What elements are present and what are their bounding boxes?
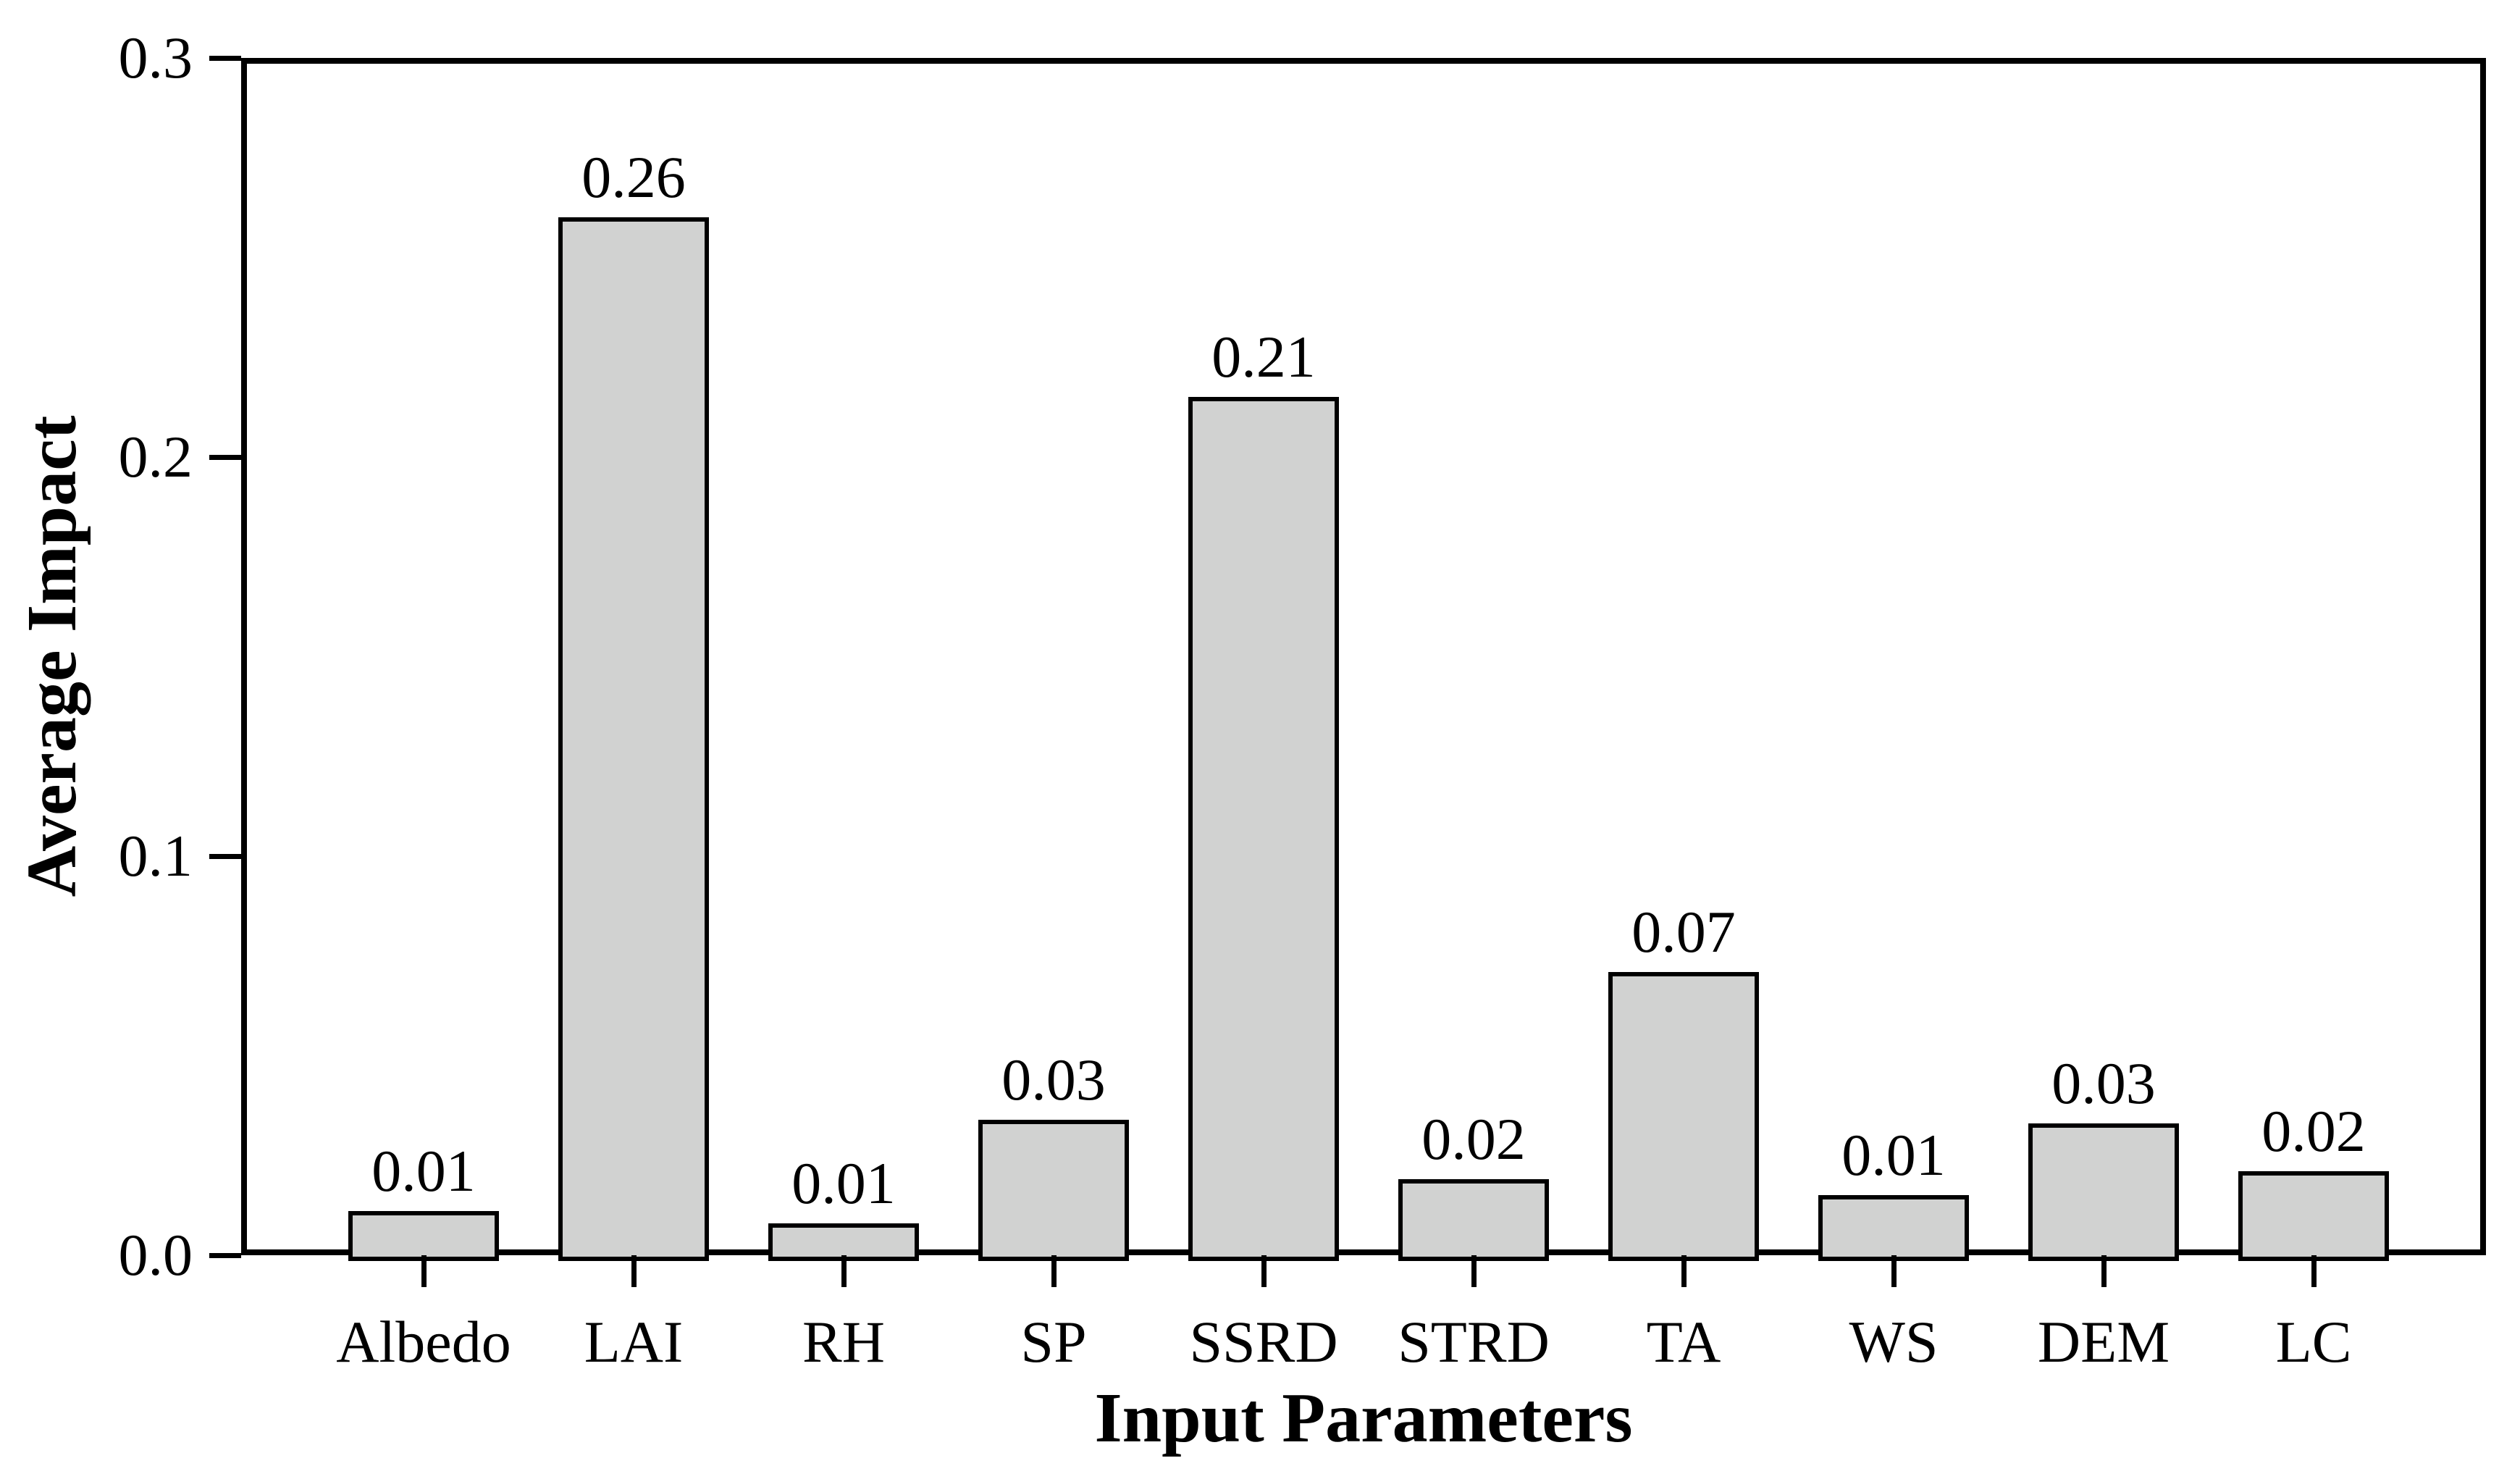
chart-bar	[1188, 397, 1339, 1261]
x-axis-tick	[841, 1255, 847, 1287]
bar-value-label: 0.07	[1631, 898, 1736, 965]
x-axis-tick-label: LAI	[584, 1309, 684, 1375]
x-axis-tick-label: LC	[2275, 1309, 2352, 1375]
x-axis-tick-label: SP	[1020, 1309, 1087, 1375]
chart-bar	[348, 1211, 499, 1261]
y-axis-tick	[209, 853, 241, 859]
chart-bar	[558, 217, 709, 1261]
bar-value-label: 0.03	[2051, 1050, 2156, 1117]
bar-value-label: 0.01	[1841, 1122, 1946, 1189]
bar-value-label: 0.01	[371, 1138, 476, 1205]
y-axis-tick	[209, 1252, 241, 1258]
x-axis-tick	[1051, 1255, 1057, 1287]
x-axis-tick	[631, 1255, 637, 1287]
chart-bar	[2238, 1171, 2389, 1261]
x-axis-tick	[1261, 1255, 1267, 1287]
bar-value-label: 0.26	[581, 144, 686, 211]
x-axis-tick	[2311, 1255, 2317, 1287]
x-axis-tick-label: RH	[802, 1309, 885, 1375]
y-axis-title: Average Impact	[13, 415, 91, 897]
bar-value-label: 0.01	[791, 1149, 896, 1216]
x-axis-title: Input Parameters	[1094, 1379, 1633, 1457]
y-axis-tick-label: 0.1	[118, 823, 193, 889]
bar-value-label: 0.02	[1421, 1106, 1526, 1173]
x-axis-tick-label: WS	[1849, 1309, 1939, 1375]
y-axis-tick-label: 0.3	[118, 25, 193, 91]
x-axis-tick	[2101, 1255, 2107, 1287]
chart-bar	[2028, 1123, 2179, 1261]
chart-bar	[1818, 1195, 1969, 1261]
bar-value-label: 0.03	[1001, 1046, 1106, 1113]
y-axis-tick	[209, 454, 241, 460]
chart-bar	[978, 1119, 1129, 1261]
chart-bar	[1608, 971, 1759, 1261]
x-axis-tick	[1891, 1255, 1897, 1287]
chart-bar	[1398, 1179, 1549, 1261]
x-axis-tick-label: DEM	[2037, 1309, 2170, 1375]
x-axis-tick-label: SSRD	[1189, 1309, 1338, 1375]
x-axis-tick	[421, 1255, 427, 1287]
x-axis-tick-label: Albedo	[336, 1309, 511, 1375]
x-axis-tick-label: TA	[1646, 1309, 1721, 1375]
plot-frame	[241, 58, 2486, 1255]
bar-value-label: 0.02	[2261, 1098, 2366, 1165]
bar-value-label: 0.21	[1211, 324, 1316, 390]
y-axis-tick	[209, 55, 241, 61]
y-axis-tick-label: 0.0	[118, 1222, 193, 1288]
x-axis-tick	[1681, 1255, 1687, 1287]
x-axis-tick-label: STRD	[1398, 1309, 1550, 1375]
y-axis-tick-label: 0.2	[118, 424, 193, 490]
x-axis-tick	[1471, 1255, 1477, 1287]
